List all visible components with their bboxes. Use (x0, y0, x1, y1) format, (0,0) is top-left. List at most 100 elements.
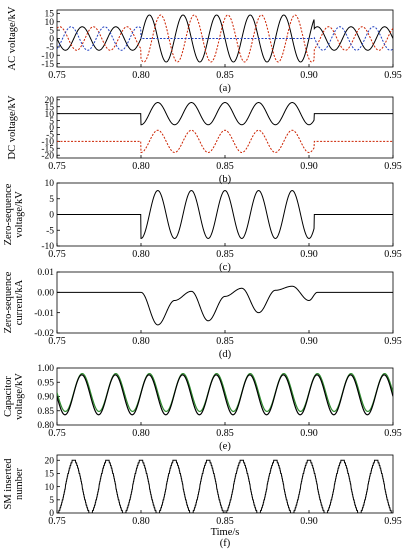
y-tick-label: 10 (45, 179, 55, 189)
panel-caption: (c) (219, 262, 231, 273)
x-tick-label: 0.80 (132, 249, 150, 260)
y-tick-label: 0.80 (37, 421, 54, 431)
x-tick-label: 0.90 (300, 336, 318, 347)
series-line-2 (57, 374, 393, 416)
y-tick-label: -5 (46, 43, 54, 53)
x-tick-label: 0.75 (48, 249, 66, 260)
y-tick-label: -10 (41, 242, 54, 252)
y-tick-label: 10 (45, 483, 55, 493)
panel-4: 0.75 0.80 0.85 0.90 0.95 0.01 0.00 -0.01 -0.02 Ze… (3, 268, 402, 360)
x-tick-label: 0.80 (132, 161, 150, 172)
y-tick-label: 15 (45, 470, 55, 480)
y-tick-label: 0.85 (37, 407, 54, 417)
plot-frame (56, 454, 394, 514)
x-tick-label: 0.85 (216, 161, 234, 172)
series-line-2 (57, 14, 393, 63)
y-tick-label: 20 (45, 456, 55, 466)
y-tick-label: 5 (49, 117, 54, 127)
y-axis-label: voltage/kV (14, 191, 25, 238)
x-tick-label: 0.85 (216, 70, 234, 81)
y-axis-label: number (14, 467, 25, 500)
y-tick-label: -10 (41, 138, 54, 148)
panel-caption: (b) (219, 174, 232, 185)
x-tick-label: 0.75 (48, 70, 66, 81)
x-tick-label: 0.90 (300, 70, 318, 81)
y-tick-label: 0 (49, 35, 54, 45)
x-tick-label: 0.80 (132, 428, 150, 439)
plot-frame (56, 96, 394, 159)
y-tick-label: 0 (49, 211, 54, 221)
y-tick-label: 5 (49, 496, 54, 506)
x-tick-label: 0.80 (132, 516, 150, 527)
y-axis-label: SM inserted (3, 458, 14, 510)
y-axis-label: Capacitor (3, 376, 14, 417)
x-tick-label: 0.95 (384, 161, 402, 172)
y-axis-label: AC voltage/kV (7, 6, 18, 70)
x-tick-label: 0.80 (132, 336, 150, 347)
x-tick-label: 0.85 (216, 516, 234, 527)
y-tick-label: 1.00 (37, 364, 54, 374)
x-tick-label: 0.95 (384, 70, 402, 81)
panel-caption: (e) (219, 441, 231, 452)
y-tick-label: -20 (41, 151, 54, 161)
panel-caption: (f) (220, 538, 231, 549)
y-tick-label: -5 (46, 226, 54, 236)
y-tick-label: -15 (41, 144, 54, 154)
panel-caption: (a) (219, 83, 231, 94)
y-axis-label: voltage/kV (14, 373, 25, 420)
x-tick-label: 0.75 (48, 516, 66, 527)
y-tick-label: -10 (41, 51, 54, 61)
series-line-1 (57, 285, 393, 326)
series-line-1 (57, 102, 393, 126)
x-tick-label: 0.85 (216, 428, 234, 439)
x-tick-label: 0.75 (48, 161, 66, 172)
panel-6: 0.75 0.80 0.85 0.90 0.95 20 15 10 5 0 SM inserted n… (3, 454, 402, 549)
series-line-1 (57, 14, 393, 63)
y-tick-label: 0 (49, 509, 54, 519)
y-tick-label: -0.01 (34, 309, 54, 319)
y-tick-label: 10 (45, 110, 55, 120)
series-line-1 (57, 459, 393, 513)
x-tick-label: 0.75 (48, 336, 66, 347)
x-tick-label: 0.90 (300, 516, 318, 527)
x-tick-label: 0.95 (384, 336, 402, 347)
y-tick-label: -5 (46, 131, 54, 141)
y-axis-label: Zero-sequence (3, 271, 14, 333)
plot-frame (56, 271, 394, 334)
x-tick-label: 0.85 (216, 336, 234, 347)
y-tick-label: 20 (45, 96, 55, 106)
x-tick-label: 0.90 (300, 249, 318, 260)
y-tick-label: -15 (41, 60, 54, 70)
x-tick-label: 0.75 (48, 428, 66, 439)
y-axis-label: Zero-sequence (3, 183, 14, 245)
series-line-1 (57, 190, 393, 239)
x-tick-label: 0.95 (384, 428, 402, 439)
y-tick-label: 0.90 (37, 393, 54, 403)
panel-3: 0.75 0.80 0.85 0.90 0.95 10 5 0 -5 -10 Zero-sequen… (3, 179, 402, 273)
x-tick-label: 0.95 (384, 516, 402, 527)
panel-5: 0.75 0.80 0.85 0.90 0.951.000.950.900.850.80… (3, 364, 402, 452)
x-tick-label: 0.85 (216, 249, 234, 260)
y-tick-label: 15 (45, 103, 55, 113)
y-tick-label: 5 (49, 195, 54, 205)
panel-caption: (d) (219, 349, 232, 360)
y-axis-label: DC voltage/kV (7, 95, 18, 159)
y-tick-label: 0.00 (37, 289, 54, 299)
series-line-3 (57, 26, 393, 51)
y-tick-label: 0.95 (37, 378, 54, 388)
y-axis-label: current/kA (14, 279, 25, 325)
x-tick-label: 0.95 (384, 249, 402, 260)
y-tick-label: 0 (49, 124, 54, 134)
x-tick-label: 0.80 (132, 70, 150, 81)
y-tick-label: 5 (49, 26, 54, 36)
x-axis-label: Time/s (211, 527, 240, 538)
series-line-2 (57, 129, 393, 153)
y-tick-label: 0.01 (37, 268, 54, 278)
x-tick-label: 0.90 (300, 428, 318, 439)
y-tick-label: 10 (45, 18, 55, 28)
y-tick-label: -0.02 (34, 329, 54, 339)
x-tick-label: 0.90 (300, 161, 318, 172)
